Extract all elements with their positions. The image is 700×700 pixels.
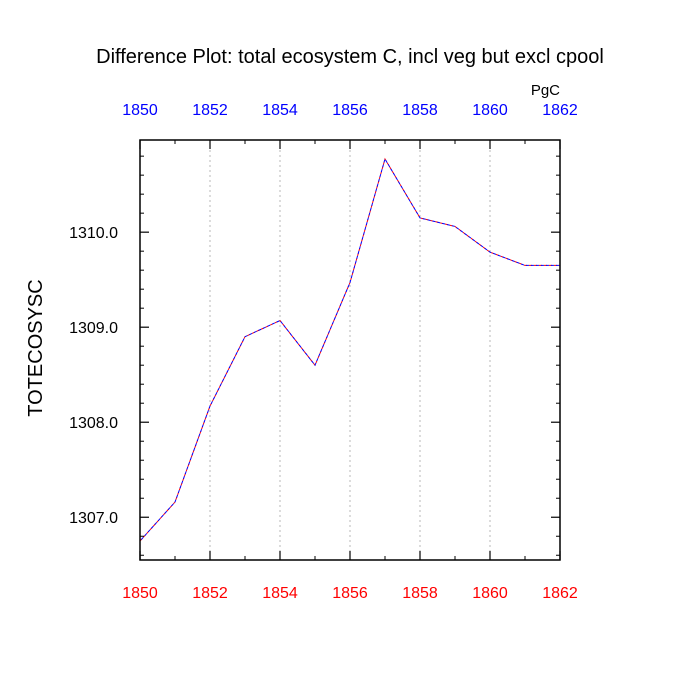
x-tick-label-top: 1860	[472, 102, 508, 119]
x-tick-label-bottom: 1852	[192, 585, 228, 602]
y-tick-label: 1309.0	[69, 320, 118, 337]
x-tick-label-top: 1862	[542, 102, 578, 119]
series-line-2	[139, 157, 560, 542]
chart-title: Difference Plot: total ecosystem C, incl…	[96, 46, 604, 68]
y-tick-label: 1307.0	[69, 510, 118, 527]
y-tick-label: 1308.0	[69, 415, 118, 432]
x-tick-label-bottom: 1862	[542, 585, 578, 602]
x-tick-label-top: 1856	[332, 102, 368, 119]
grid-lines	[209, 140, 491, 560]
series-lines	[139, 157, 560, 542]
x-tick-label-bottom: 1856	[332, 585, 368, 602]
x-tick-label-top: 1852	[192, 102, 228, 119]
x-tick-label-bottom: 1850	[122, 585, 158, 602]
x-tick-label-bottom: 1858	[402, 585, 438, 602]
x-tick-label-top: 1850	[122, 102, 158, 119]
x-tick-label-bottom: 1860	[472, 585, 508, 602]
x-tick-label-top: 1858	[402, 102, 438, 119]
x-tick-label-bottom: 1854	[262, 585, 298, 602]
axis-ticks	[139, 140, 561, 560]
x-tick-label-top: 1854	[262, 102, 298, 119]
units-label: PgC	[531, 82, 560, 99]
y-axis-label: TOTECOSYSC	[25, 279, 47, 416]
axis-tick-labels: 1850 1850 1852 1852 1854 1854 1856 1856 1858 1858…	[69, 102, 578, 602]
y-tick-label: 1310.0	[69, 225, 118, 242]
